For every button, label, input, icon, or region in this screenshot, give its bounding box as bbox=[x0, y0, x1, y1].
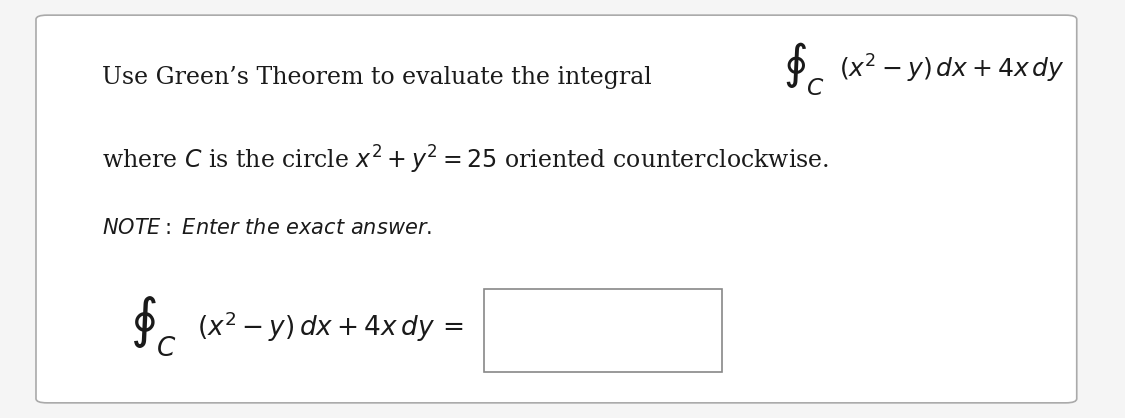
Text: $(x^2 - y)\,dx + 4x\,dy\, =$: $(x^2 - y)\,dx + 4x\,dy\, =$ bbox=[197, 309, 464, 344]
FancyBboxPatch shape bbox=[36, 15, 1077, 403]
FancyBboxPatch shape bbox=[485, 289, 722, 372]
Text: $\oint_C$: $\oint_C$ bbox=[130, 295, 178, 358]
Text: $(x^2 - y)\,dx + 4x\,dy$: $(x^2 - y)\,dx + 4x\,dy$ bbox=[839, 53, 1064, 85]
Text: $\mathit{NOTE{:}\ Enter\ the\ exact\ answer.}$: $\mathit{NOTE{:}\ Enter\ the\ exact\ ans… bbox=[102, 217, 432, 237]
Text: Use Green’s Theorem to evaluate the integral: Use Green’s Theorem to evaluate the inte… bbox=[102, 66, 652, 89]
Text: where $C$ is the circle $x^2 + y^2 = 25$ oriented counterclockwise.: where $C$ is the circle $x^2 + y^2 = 25$… bbox=[102, 143, 829, 176]
Text: $\oint_C$: $\oint_C$ bbox=[783, 40, 826, 97]
